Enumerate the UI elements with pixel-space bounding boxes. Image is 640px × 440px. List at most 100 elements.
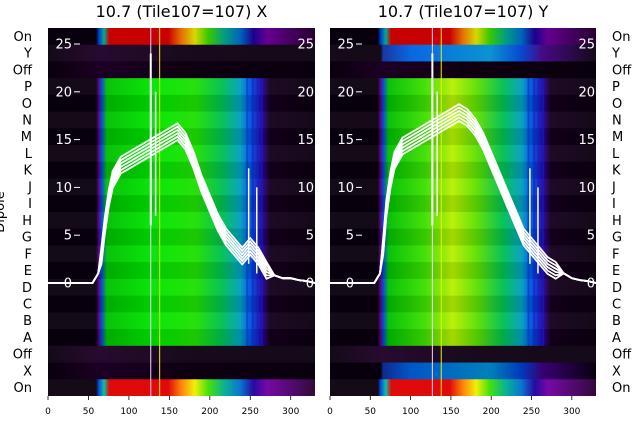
y-category-label: G — [612, 231, 622, 246]
heatmap-row — [48, 345, 315, 364]
heatmap-row — [48, 295, 315, 313]
overlay-y-tick-label: 0 — [64, 277, 72, 292]
overlay-y-tick-label: 15 — [578, 133, 595, 148]
y-category-label: D — [612, 281, 622, 296]
overlay-y-tick-label: 25 — [578, 38, 595, 53]
heatmap-row — [48, 145, 315, 163]
y-category-label: G — [22, 231, 32, 246]
heatmap-row-shade — [330, 178, 596, 196]
heatmap-row — [48, 94, 315, 113]
y-category-label: E — [24, 264, 32, 279]
heatmap-row — [48, 44, 315, 63]
overlay-y-tick-label: 0 — [346, 277, 354, 292]
heatmap-row-shade — [48, 28, 315, 45]
y-category-label: I — [28, 197, 32, 212]
y-category-label: N — [22, 114, 32, 129]
heatmap-row-shade — [330, 228, 596, 246]
heatmap-row — [330, 329, 596, 347]
heatmap-row-shade — [330, 278, 596, 296]
heatmap-row — [330, 128, 596, 146]
y-category-label: B — [23, 314, 32, 329]
heatmap-row-shade — [48, 312, 315, 330]
y-category-label: E — [612, 264, 620, 279]
heatmap-area — [330, 28, 596, 396]
overlay-y-tick-label: 5 — [306, 229, 314, 244]
overlay-y-tick-label: 0 — [306, 277, 314, 292]
y-category-label: X — [23, 364, 32, 379]
y-category-label: L — [612, 147, 620, 162]
chart-title: 10.7 (Tile107=107) X — [96, 2, 268, 21]
overlay-y-tick-label: 25 — [297, 38, 314, 53]
y-category-label: H — [22, 214, 32, 229]
y-category-label: O — [612, 97, 622, 112]
heatmap-row-shade — [48, 145, 315, 162]
y-category-label: C — [23, 298, 32, 313]
overlay-y-tick-label: 20 — [337, 85, 354, 100]
x-tick-label: 300 — [563, 407, 580, 417]
overlay-y-tick-label: 0 — [587, 277, 595, 292]
heatmap-row-shade — [330, 362, 596, 380]
y-category-label: K — [23, 164, 32, 179]
heatmap-row-shade — [48, 128, 315, 146]
heatmap-row — [48, 262, 315, 280]
heatmap-row — [48, 329, 315, 347]
heatmap-row-shade — [330, 61, 596, 79]
heatmap-row-shade — [330, 44, 596, 62]
y-category-label: On — [14, 381, 32, 396]
heatmap-row-shade — [330, 379, 596, 396]
heatmap-row — [330, 44, 596, 63]
y-category-label: J — [27, 180, 32, 195]
y-category-label: P — [612, 80, 620, 95]
x-tick-label: 200 — [201, 407, 218, 417]
heatmap-row-shade — [48, 228, 315, 246]
x-tick-label: 250 — [523, 407, 540, 417]
x-tick-label: 150 — [442, 407, 459, 417]
heatmap-row-shade — [48, 44, 315, 62]
overlay-y-tick-label: 10 — [337, 181, 354, 196]
overlay-line — [48, 122, 315, 284]
overlay-y-tick-label: 10 — [55, 181, 72, 196]
heatmap-row — [48, 312, 315, 330]
heatmap-row — [48, 28, 315, 46]
y-category-label: F — [25, 247, 32, 262]
heatmap-row-shade — [330, 212, 596, 229]
y-category-label: Y — [611, 47, 620, 62]
y-category-label: J — [611, 180, 616, 195]
y-category-label: L — [25, 147, 33, 162]
heatmap-row-shade — [330, 94, 596, 112]
heatmap-stripe — [533, 78, 536, 346]
y-category-label: X — [612, 364, 621, 379]
heatmap-stripe — [251, 78, 254, 346]
heatmap-row-shade — [330, 295, 596, 313]
heatmap-row — [330, 362, 596, 380]
y-category-label: Y — [23, 47, 32, 62]
heatmap-row-shade — [48, 111, 315, 129]
overlay-y-tick-label: 15 — [337, 133, 354, 148]
heatmap-row-shade — [48, 295, 315, 313]
y-category-label: H — [612, 214, 622, 229]
x-tick-label: 0 — [45, 407, 51, 417]
heatmap-row — [330, 379, 596, 396]
x-tick-label: 250 — [242, 407, 259, 417]
heatmap-row — [330, 78, 596, 96]
overlay-y-tick-label: 15 — [297, 133, 314, 148]
overlay-y-tick-label: 5 — [346, 229, 354, 244]
heatmap-row-shade — [330, 195, 596, 212]
y-category-label: M — [21, 130, 32, 145]
heatmap-row-shade — [48, 78, 315, 95]
y-category-label: Off — [612, 63, 632, 78]
overlay-y-tick-label: 10 — [578, 181, 595, 196]
heatmap-row-shade — [48, 329, 315, 346]
y-category-label: O — [22, 97, 32, 112]
heatmap-row — [48, 61, 315, 79]
heatmap-row-shade — [330, 245, 596, 263]
heatmap-stripe — [256, 78, 259, 346]
heatmap-row — [330, 61, 596, 79]
y-category-label: F — [612, 247, 619, 262]
overlay-y-tick-label: 20 — [297, 85, 314, 100]
heatmap-row — [48, 78, 315, 96]
heatmap-row-shade — [48, 262, 315, 279]
heatmap-row-shade — [330, 312, 596, 330]
